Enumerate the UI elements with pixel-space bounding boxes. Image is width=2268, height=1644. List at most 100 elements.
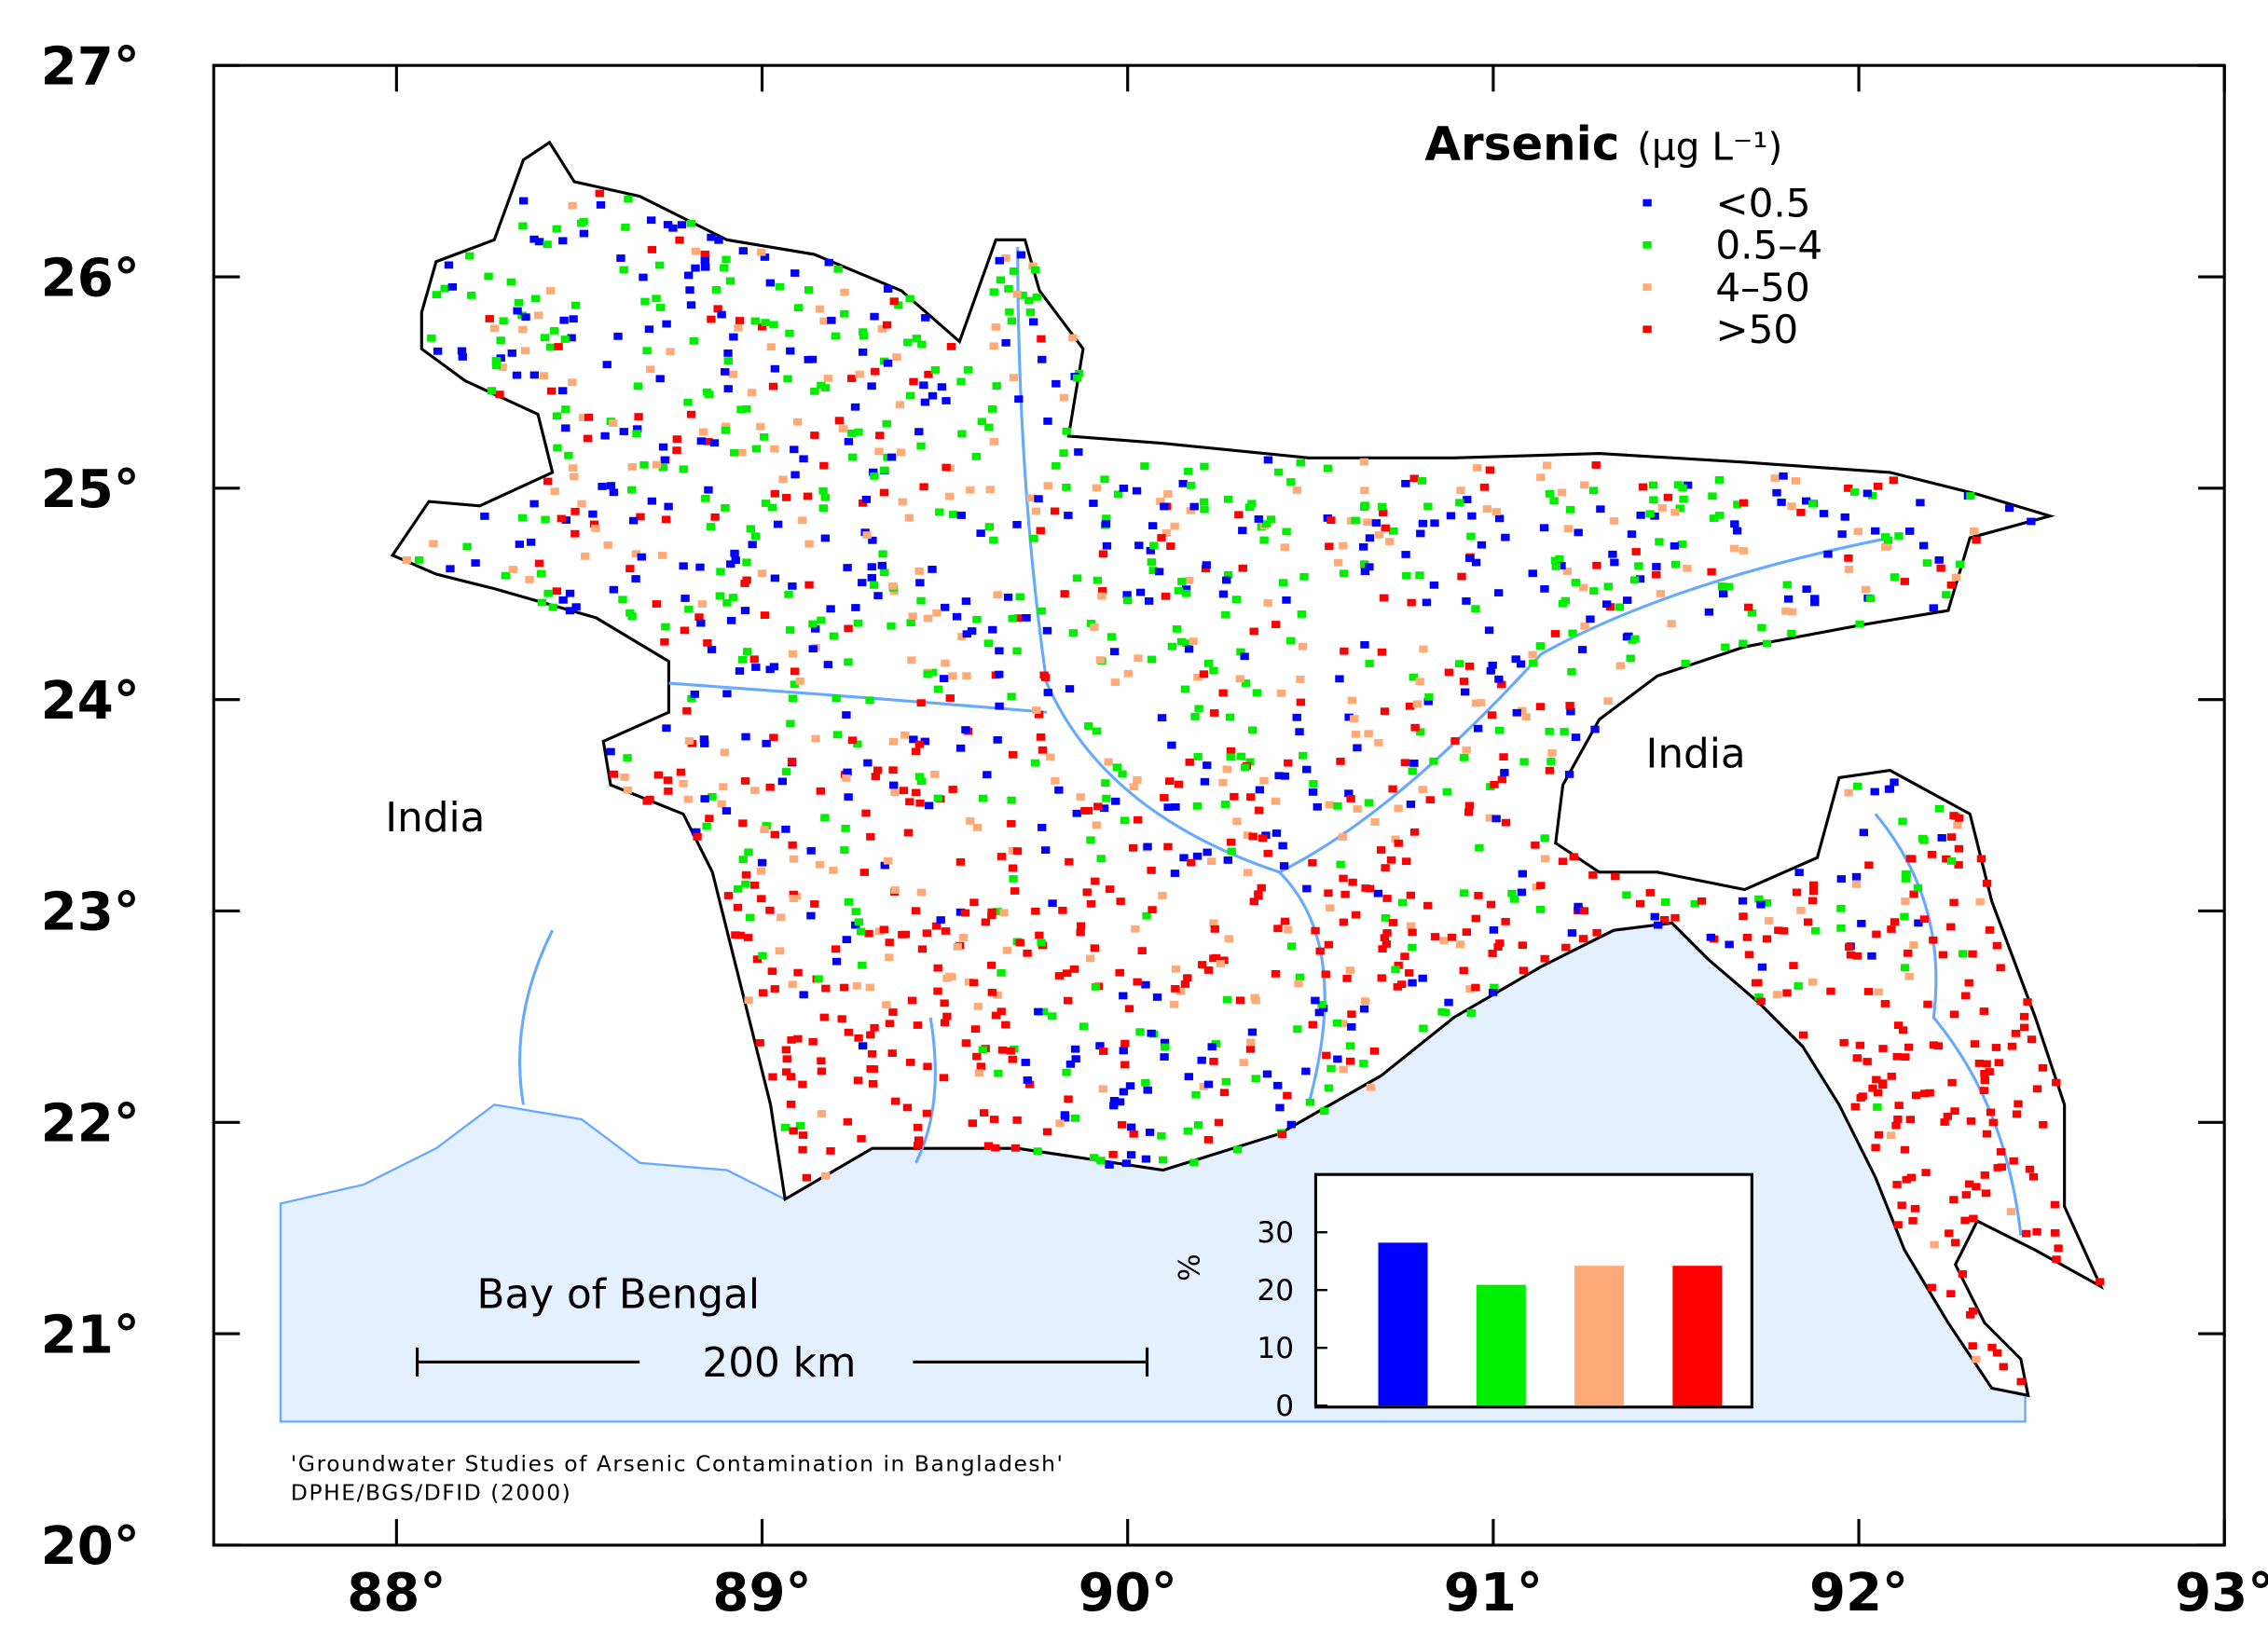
sample-point [2022, 1229, 2031, 1238]
sample-point [1670, 508, 1680, 516]
sample-point [1030, 266, 1040, 274]
sample-point [853, 1076, 863, 1085]
sample-point [1200, 462, 1209, 471]
sample-point [1092, 484, 1102, 492]
sample-point [1245, 758, 1255, 766]
sample-point [994, 1069, 1003, 1077]
sample-point [832, 731, 843, 739]
sample-point [1160, 794, 1169, 801]
sample-point [634, 413, 643, 420]
sample-point [1893, 1021, 1904, 1029]
sample-point [1231, 596, 1242, 604]
sample-point [530, 295, 541, 303]
sample-point [1650, 512, 1659, 520]
sample-point [1985, 926, 1995, 934]
sample-point [841, 825, 850, 832]
sample-point [1697, 897, 1707, 905]
sample-point [887, 1049, 897, 1057]
sample-point [947, 973, 956, 981]
sample-point [1013, 614, 1023, 623]
sample-point [942, 974, 952, 982]
sample-point [856, 927, 866, 936]
sample-point [1072, 809, 1081, 817]
sample-point [568, 464, 578, 472]
sample-point [1611, 872, 1620, 881]
sample-point [1418, 974, 1427, 982]
sample-point [1301, 1067, 1311, 1075]
sample-point [1273, 925, 1283, 933]
sample-point [798, 1145, 807, 1154]
sample-point [501, 571, 511, 580]
sample-point [810, 387, 819, 395]
sample-point [976, 1062, 985, 1071]
sample-point [2052, 1255, 2061, 1264]
sample-point [1863, 1058, 1872, 1065]
sample-point [1474, 724, 1483, 733]
sample-point [1171, 803, 1180, 811]
sample-point [1488, 988, 1498, 996]
sample-point [1937, 833, 1946, 842]
sample-point [606, 747, 615, 756]
sample-point [627, 462, 637, 471]
sample-point [955, 908, 966, 916]
sample-point [1946, 923, 1956, 931]
sample-point [1070, 1045, 1080, 1053]
sample-point [565, 589, 575, 597]
sample-point [740, 580, 749, 587]
sample-point [1609, 517, 1619, 525]
sample-point [768, 382, 778, 390]
sample-point [777, 913, 786, 922]
sample-point [992, 382, 1001, 390]
sample-point [1076, 928, 1085, 937]
sample-point [1126, 1151, 1136, 1158]
sample-point [945, 492, 955, 500]
sample-point [1626, 654, 1635, 663]
sample-point [1946, 1290, 1956, 1298]
sample-point [1339, 1065, 1348, 1074]
sample-point [1219, 1089, 1230, 1097]
sample-point [1528, 651, 1537, 659]
sample-point [1176, 637, 1187, 646]
sample-point [1185, 758, 1194, 766]
sample-point [1857, 920, 1866, 927]
sample-point [1297, 610, 1307, 618]
sample-point [1968, 1342, 1977, 1350]
sample-point [1622, 891, 1631, 899]
sample-point [1501, 533, 1510, 541]
sample-point [1946, 581, 1957, 589]
legend-label: 4–50 [1715, 265, 1809, 310]
sample-point [1241, 679, 1251, 687]
sample-point [1961, 992, 1971, 1000]
sample-point [1065, 685, 1075, 692]
sample-point [1887, 1072, 1896, 1080]
sample-point [847, 736, 858, 745]
sample-point [1580, 623, 1589, 630]
sample-point [1377, 648, 1387, 656]
sample-point [515, 541, 525, 548]
sample-point [1739, 912, 1748, 921]
sample-point [1382, 929, 1392, 937]
sample-point [2028, 1172, 2039, 1181]
sample-point [1655, 538, 1664, 546]
sample-point [1949, 812, 1959, 819]
sample-point [619, 266, 628, 274]
sample-point [1535, 905, 1546, 913]
sample-point [987, 404, 997, 413]
sample-point [1381, 913, 1391, 922]
sample-point [859, 869, 870, 876]
sample-point [1065, 857, 1074, 866]
sample-point [1192, 801, 1203, 810]
sample-point [1015, 593, 1024, 601]
sample-point [1166, 542, 1175, 550]
sample-point [1076, 793, 1085, 801]
sample-point [692, 828, 701, 836]
sample-point [923, 670, 932, 678]
sample-point [1954, 861, 1963, 869]
sample-point [1416, 728, 1425, 736]
sample-point [1409, 828, 1420, 836]
sample-point [1246, 1038, 1256, 1047]
sample-point [1980, 1069, 1989, 1077]
sample-point [1721, 643, 1730, 651]
sample-point [1132, 486, 1142, 495]
